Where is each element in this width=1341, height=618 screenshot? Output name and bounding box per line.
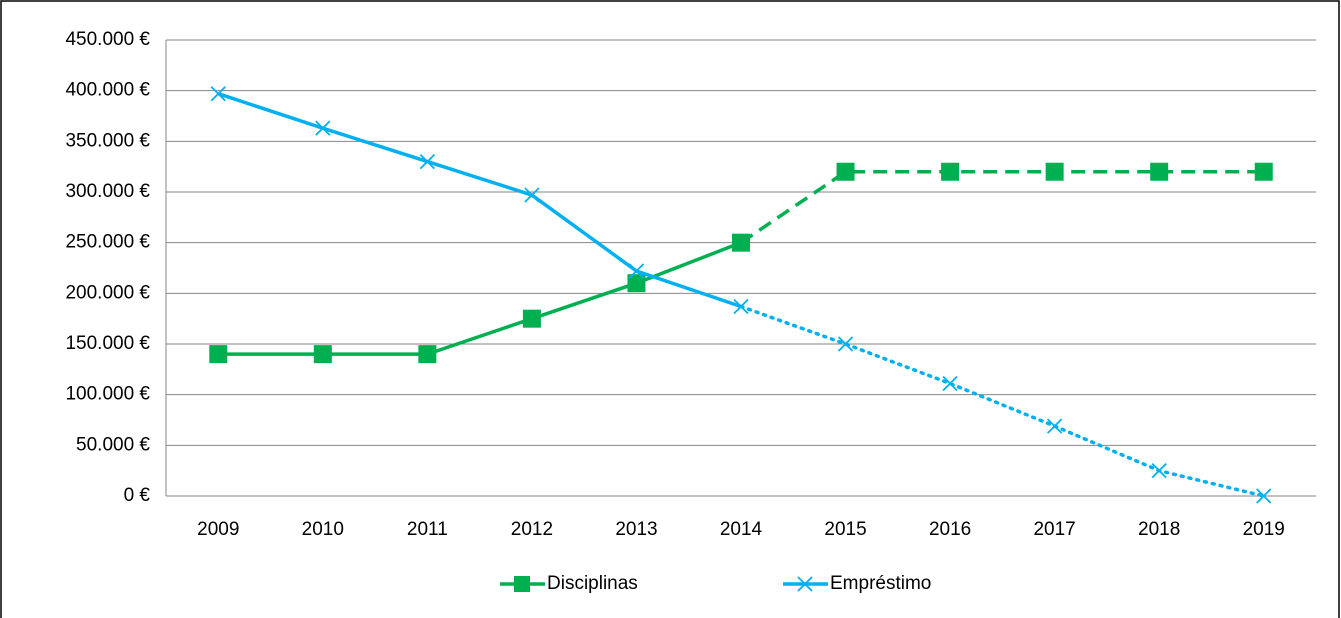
marker <box>418 345 437 364</box>
x-tick-label: 2011 <box>407 519 448 540</box>
x-tick-label: 2009 <box>197 519 239 540</box>
y-tick-label: 200.000 € <box>65 282 150 303</box>
y-tick-label: 450.000 € <box>65 29 150 50</box>
marker <box>315 120 331 136</box>
x-tick-label: 2018 <box>1138 519 1180 540</box>
marker <box>210 86 226 102</box>
x-tick-label: 2015 <box>824 519 866 540</box>
y-tick-label: 400.000 € <box>65 80 150 101</box>
marker <box>837 336 854 352</box>
marker <box>732 233 750 252</box>
marker <box>627 274 646 293</box>
marker <box>733 298 749 315</box>
legend-label: Disciplinas <box>547 573 638 594</box>
y-tick-label: 350.000 € <box>65 130 150 151</box>
legend-label: Empréstimo <box>830 573 931 594</box>
y-tick-label: 50.000 € <box>76 434 150 455</box>
legend-marker <box>514 576 530 592</box>
x-tick-label: 2012 <box>511 519 553 540</box>
y-tick-label: 250.000 € <box>65 232 150 253</box>
y-tick-label: 0 € <box>124 485 151 506</box>
marker <box>522 309 541 328</box>
marker <box>1150 162 1169 181</box>
x-tick-label: 2019 <box>1243 519 1285 540</box>
marker <box>313 345 332 364</box>
y-tick-label: 100.000 € <box>65 384 150 405</box>
marker <box>628 263 645 279</box>
marker <box>524 187 540 203</box>
x-tick-label: 2017 <box>1033 519 1075 540</box>
marker <box>1254 162 1273 181</box>
y-tick-label: 300.000 € <box>65 181 150 202</box>
marker <box>941 162 960 181</box>
marker <box>1256 488 1272 504</box>
legend-marker <box>797 576 813 592</box>
series-line-projected <box>739 304 1266 498</box>
marker <box>1045 162 1064 181</box>
x-tick-label: 2010 <box>302 519 344 540</box>
x-tick-label: 2013 <box>615 519 657 540</box>
marker <box>1151 463 1167 479</box>
marker <box>209 345 228 364</box>
marker <box>419 153 436 170</box>
series-line <box>217 92 742 309</box>
series-line-projected <box>740 169 1264 245</box>
marker <box>836 162 855 181</box>
marker <box>1047 418 1063 434</box>
y-tick-label: 150.000 € <box>65 333 150 354</box>
marker <box>942 375 958 392</box>
x-tick-label: 2016 <box>929 519 971 540</box>
series-line <box>218 241 742 356</box>
x-tick-label: 2014 <box>720 519 763 540</box>
